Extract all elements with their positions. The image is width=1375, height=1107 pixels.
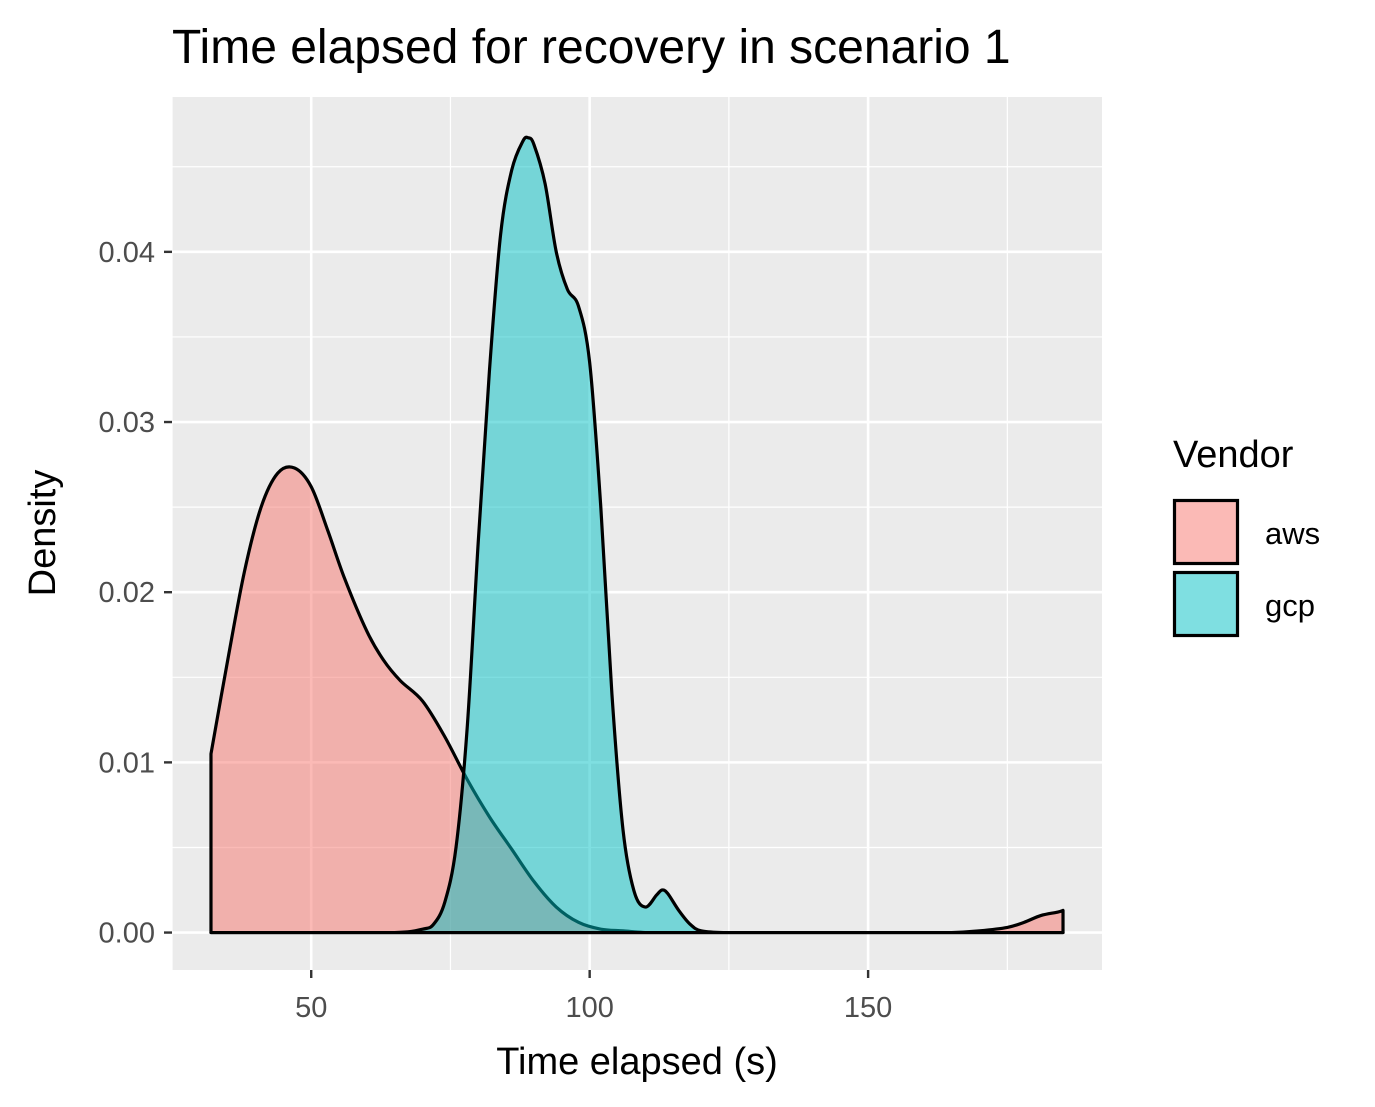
legend-label-aws: aws xyxy=(1265,516,1320,551)
legend-items: aws gcp xyxy=(1172,498,1320,638)
legend-item-gcp: gcp xyxy=(1172,570,1315,638)
minor-grid xyxy=(171,97,1102,970)
x-tick-label: 100 xyxy=(565,992,613,1024)
chart-title: Time elapsed for recovery in scenario 1 xyxy=(172,21,1011,74)
legend-label-gcp: gcp xyxy=(1265,588,1315,623)
y-tick-label: 0.03 xyxy=(99,407,155,439)
density-areas xyxy=(209,135,1065,935)
y-tick-label: 0.01 xyxy=(99,747,155,779)
legend: Vendor aws gcp xyxy=(1172,434,1320,638)
legend-swatch-gcp xyxy=(1172,570,1240,638)
legend-swatch-aws xyxy=(1172,498,1240,566)
x-axis-label: Time elapsed (s) xyxy=(496,1041,778,1083)
y-axis: 0.00 0.01 0.02 0.03 0.04 xyxy=(99,237,172,950)
outline-gcp xyxy=(209,135,1065,935)
area-aws xyxy=(210,466,1064,933)
y-tick-label: 0.00 xyxy=(99,918,155,950)
y-tick-label: 0.04 xyxy=(99,237,155,269)
y-axis-label: Density xyxy=(22,470,64,597)
legend-item-aws: aws xyxy=(1172,498,1320,566)
x-axis: 50 100 150 xyxy=(295,970,892,1024)
legend-title: Vendor xyxy=(1173,434,1294,476)
x-tick-label: 150 xyxy=(844,992,892,1024)
x-tick-label: 50 xyxy=(295,992,327,1024)
y-tick-label: 0.02 xyxy=(99,577,155,609)
